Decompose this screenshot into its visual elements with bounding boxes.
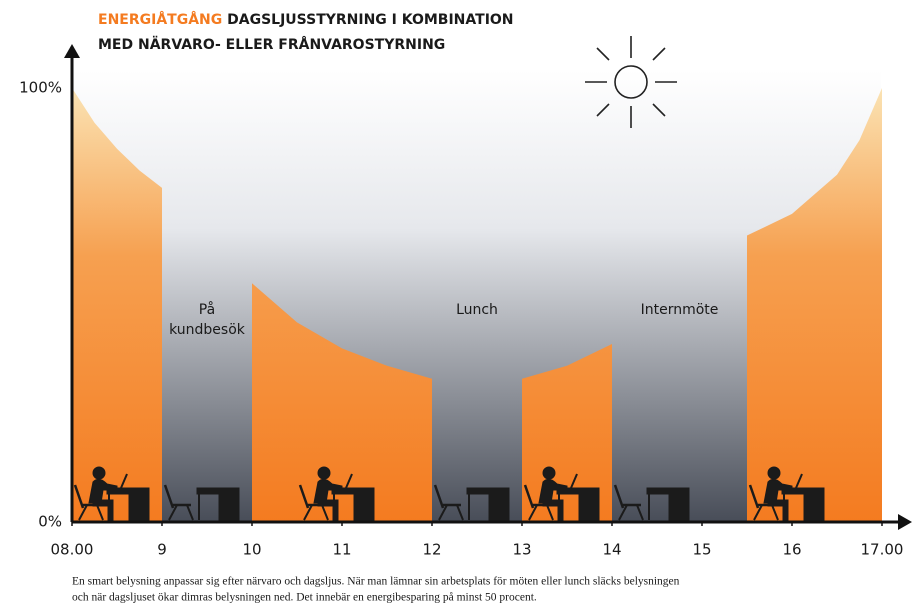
title: ENERGIÅTGÅNG DAGSLJUSSTYRNING I KOMBINAT… — [98, 11, 514, 28]
caption: En smart belysning anpassar sig efter nä… — [72, 576, 680, 588]
person-head — [768, 467, 780, 479]
annotation: Lunch — [456, 302, 498, 318]
desk-drawer — [129, 494, 149, 520]
x-tick-label: 15 — [692, 541, 711, 559]
caption: och när dagsljuset ökar dimras belysning… — [72, 591, 537, 604]
annotation: kundbesök — [169, 322, 246, 338]
y-tick-label: 0% — [38, 513, 62, 531]
desk-drawer — [219, 494, 239, 520]
desk — [467, 488, 509, 494]
x-tick-label: 17.00 — [861, 541, 904, 559]
person-head — [543, 467, 555, 479]
title-highlight: ENERGIÅTGÅNG — [98, 11, 222, 28]
x-tick-label: 08.00 — [51, 541, 94, 559]
desk-drawer — [354, 494, 374, 520]
x-tick-label: 10 — [242, 541, 261, 559]
x-tick-label: 14 — [602, 541, 621, 559]
x-tick-label: 9 — [157, 541, 167, 559]
x-tick-label: 12 — [422, 541, 441, 559]
desk-drawer — [489, 494, 509, 520]
annotation: Internmöte — [641, 302, 719, 318]
desk-drawer — [804, 494, 824, 520]
title-line: MED NÄRVARO- ELLER FRÅNVAROSTYRNING — [98, 36, 445, 53]
desk-drawer — [669, 494, 689, 520]
y-axis-arrow — [64, 44, 80, 58]
person-head — [93, 467, 105, 479]
desk — [647, 488, 689, 494]
person-head — [318, 467, 330, 479]
title-text: DAGSLJUSSTYRNING I KOMBINATION — [227, 12, 513, 28]
x-tick-label: 13 — [512, 541, 531, 559]
x-tick-label: 11 — [332, 541, 351, 559]
annotation: På — [199, 301, 215, 318]
x-tick-label: 16 — [782, 541, 801, 559]
chart: ENERGIÅTGÅNG DAGSLJUSSTYRNING I KOMBINAT… — [0, 0, 913, 614]
x-axis-arrow — [898, 514, 912, 530]
desk-drawer — [579, 494, 599, 520]
desk — [197, 488, 239, 494]
y-tick-label: 100% — [19, 79, 62, 97]
